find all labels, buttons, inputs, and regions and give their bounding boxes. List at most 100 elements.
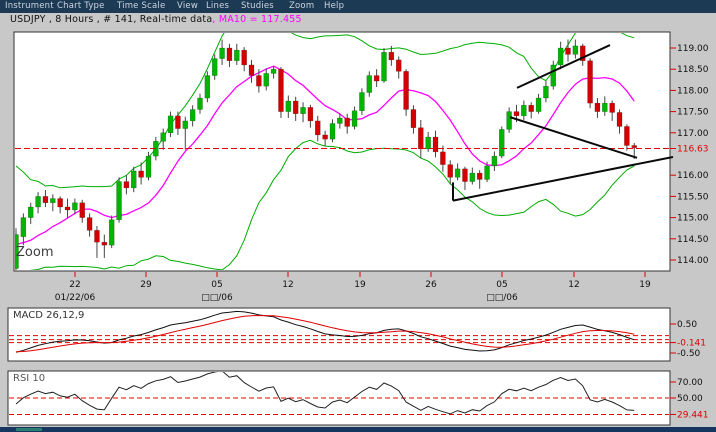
candle-body — [521, 104, 527, 117]
candle-body — [160, 132, 166, 142]
menu-item-studies[interactable]: Studies — [241, 1, 274, 11]
trend-line[interactable] — [452, 155, 674, 202]
macd-line — [15, 310, 635, 353]
candle-body — [454, 168, 461, 178]
macd-axis-label: -0.50 — [677, 349, 701, 359]
candle-body — [292, 100, 299, 114]
candle-body — [484, 165, 490, 180]
candle-body — [344, 117, 350, 127]
candle-body — [550, 64, 557, 87]
y-axis-label: 119.00 — [677, 44, 709, 54]
x-axis-date-label: □□/06 — [486, 293, 518, 303]
y-axis-label: 114.00 — [677, 256, 709, 266]
candle-body — [329, 123, 336, 140]
rsi-axis-label: 50.00 — [677, 394, 703, 404]
x-axis-date-label: 01/22/06 — [55, 293, 96, 303]
candle-body — [145, 155, 152, 178]
candle-body — [64, 206, 71, 211]
candle-body — [15, 234, 19, 269]
candle-body — [351, 110, 358, 127]
main-chart-plot[interactable] — [13, 31, 671, 272]
candle-body — [204, 75, 211, 99]
candle-body — [175, 115, 181, 129]
macd-indicator-label: MACD 26,12,9 — [13, 310, 85, 321]
candle-body — [307, 107, 314, 122]
trend-line[interactable] — [516, 44, 611, 89]
candle-body — [300, 107, 306, 114]
candle-body — [315, 120, 321, 136]
menu-item-time-scale[interactable]: Time Scale — [117, 1, 166, 11]
candle-body — [425, 136, 431, 150]
y-axis-label: 117.00 — [677, 129, 709, 139]
candle-body — [211, 58, 218, 76]
bottom-edge-accent — [16, 428, 42, 431]
y-axis-label: 118.00 — [677, 86, 709, 96]
rsi-line — [15, 372, 635, 415]
candle-body — [27, 206, 34, 218]
candles-layer — [15, 39, 637, 270]
candle-body — [624, 126, 630, 146]
candle-body — [189, 109, 196, 122]
trend-line[interactable] — [509, 116, 638, 159]
candle-body — [410, 109, 417, 128]
macd-axis-label: 0.50 — [677, 320, 697, 330]
candle-body — [359, 92, 365, 112]
x-axis-label: 26 — [425, 280, 437, 290]
menu-item-zoom[interactable]: Zoom — [289, 1, 315, 11]
x-axis-label: 05 — [211, 280, 222, 290]
macd-layers — [9, 310, 669, 353]
candle-body — [322, 134, 328, 140]
macd-current-label: -0.141 — [677, 339, 706, 349]
main-chart-layers — [15, 33, 637, 270]
candle-body — [462, 168, 468, 182]
x-axis-label: 12 — [282, 280, 293, 290]
chart-title-ma10: , MA10 = 117.455 — [212, 14, 302, 25]
candle-body — [587, 60, 593, 104]
candle-body — [476, 172, 483, 180]
candle-body — [388, 51, 395, 61]
y-axis-label: 118.50 — [677, 65, 709, 75]
candle-body — [285, 100, 292, 112]
zoom-control-label[interactable]: Zoom — [16, 245, 54, 260]
candle-body — [491, 155, 498, 167]
menu-item-help[interactable]: Help — [324, 1, 345, 11]
y-axis-label: 117.50 — [677, 108, 709, 118]
x-axis-date-label: □□/06 — [201, 293, 233, 303]
menu-item-instrument[interactable]: Instrument — [5, 1, 54, 11]
candle-body — [557, 47, 564, 66]
menu-item-view[interactable]: View — [177, 1, 198, 11]
menu-item-chart-type[interactable]: Chart Type — [57, 1, 105, 11]
candle-body — [602, 102, 608, 112]
candle-body — [535, 97, 542, 112]
candle-body — [616, 112, 623, 127]
candle-body — [609, 102, 615, 113]
candle-body — [256, 75, 262, 87]
y-axis-label: 114.50 — [677, 235, 709, 245]
macd-plot[interactable] — [7, 307, 671, 362]
candle-body — [366, 75, 373, 93]
x-axis-label: 19 — [639, 280, 651, 290]
candle-body — [278, 68, 284, 112]
candle-body — [506, 111, 512, 130]
candle-body — [94, 230, 100, 243]
candle-body — [182, 120, 189, 129]
candle-body — [432, 136, 439, 153]
candle-body — [579, 45, 586, 61]
candle-body — [337, 117, 343, 124]
candle-body — [418, 127, 424, 150]
menu-item-lines[interactable]: Lines — [206, 1, 230, 11]
candle-body — [116, 181, 122, 220]
candle-body — [270, 68, 277, 74]
x-axis-label: 22 — [69, 280, 80, 290]
y-axis-label: 115.50 — [677, 192, 709, 202]
candle-body — [197, 97, 203, 110]
candle-body — [131, 170, 137, 189]
candle-body — [381, 51, 387, 82]
x-axis-label: 12 — [568, 280, 579, 290]
candle-body — [565, 47, 571, 55]
candle-body — [572, 45, 579, 55]
candle-body — [42, 196, 49, 204]
candle-body — [35, 196, 41, 208]
